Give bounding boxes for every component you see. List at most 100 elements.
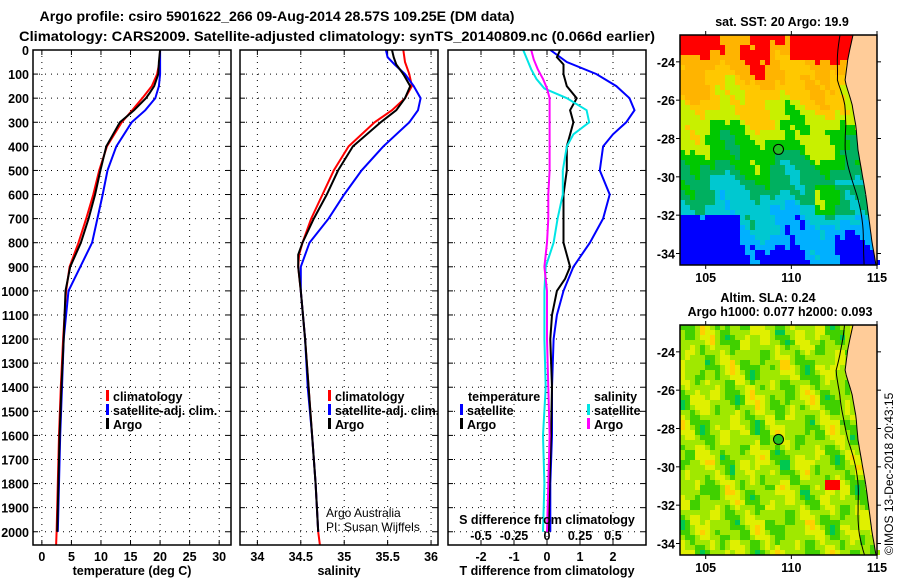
map-cell [765, 65, 770, 70]
map-cell [860, 500, 865, 505]
map-cell [690, 340, 695, 345]
map-cell [770, 115, 775, 120]
map-cell [775, 135, 780, 140]
map-cell [740, 200, 745, 205]
map-cell [750, 190, 755, 195]
plot-frame [32, 49, 232, 546]
map-cell [795, 255, 800, 260]
map-cell [765, 520, 770, 525]
map-cell [690, 445, 695, 450]
map-cell [815, 230, 820, 235]
map-cell [690, 235, 695, 240]
map-cell [680, 385, 685, 390]
map-cell [730, 470, 735, 475]
map-cell [815, 170, 820, 175]
map-cell [745, 95, 750, 100]
map-cell [710, 180, 715, 185]
map-cell [805, 530, 810, 535]
map-cell [770, 255, 775, 260]
map-cell [840, 150, 845, 155]
map-cell [760, 500, 765, 505]
map-cell [795, 130, 800, 135]
map-cell [800, 40, 805, 45]
map-cell [700, 325, 705, 330]
map-cell [810, 330, 815, 335]
map-cell [785, 180, 790, 185]
map-cell [815, 220, 820, 225]
map-cell [720, 500, 725, 505]
map-cell [820, 185, 825, 190]
map-cell [825, 330, 830, 335]
map-cell [805, 380, 810, 385]
map-cell [735, 525, 740, 530]
map-cell [835, 440, 840, 445]
map-cell [835, 520, 840, 525]
map-cell [720, 465, 725, 470]
map-cell [705, 340, 710, 345]
map-cell [760, 335, 765, 340]
map-cell [845, 180, 850, 185]
map-cell [740, 115, 745, 120]
map-cell [845, 190, 850, 195]
map-cell [815, 145, 820, 150]
map-cell [685, 330, 690, 335]
map-cell [825, 160, 830, 165]
map-cell [685, 240, 690, 245]
map-cell [770, 520, 775, 525]
map-cell [800, 465, 805, 470]
map-cell [725, 545, 730, 550]
map-cell [750, 395, 755, 400]
lat-tick-label: -32 [657, 499, 675, 513]
map-cell [715, 480, 720, 485]
x-tick-label: -2 [475, 550, 486, 564]
map-cell [780, 260, 785, 265]
map-cell [725, 60, 730, 65]
map-cell [835, 95, 840, 100]
map-cell [785, 150, 790, 155]
map-cell [725, 130, 730, 135]
map-cell [680, 325, 685, 330]
map-cell [690, 515, 695, 520]
map-cell [800, 460, 805, 465]
map-cell [750, 450, 755, 455]
map-cell [690, 245, 695, 250]
map-cell [795, 505, 800, 510]
map-cell [685, 110, 690, 115]
map-cell [710, 105, 715, 110]
map-cell [740, 60, 745, 65]
map-cell [820, 170, 825, 175]
map-cell [785, 540, 790, 545]
map-cell [840, 135, 845, 140]
map-cell [700, 165, 705, 170]
map-cell [685, 475, 690, 480]
map-cell [695, 205, 700, 210]
map-cell [730, 85, 735, 90]
map-cell [790, 75, 795, 80]
map-cell [855, 205, 860, 210]
map-cell [785, 165, 790, 170]
map-cell [810, 120, 815, 125]
map-cell [855, 150, 860, 155]
map-cell [805, 80, 810, 85]
map-cell [790, 85, 795, 90]
map-cell [810, 485, 815, 490]
map-cell [700, 355, 705, 360]
map-cell [710, 410, 715, 415]
map-cell [735, 60, 740, 65]
map-cell [835, 155, 840, 160]
map-cell [740, 530, 745, 535]
map-cell [820, 540, 825, 545]
map-cell [725, 120, 730, 125]
map-cell [850, 255, 855, 260]
map-cell [690, 95, 695, 100]
map-cell [795, 490, 800, 495]
map-cell [825, 545, 830, 550]
map-cell [795, 185, 800, 190]
map-cell [755, 350, 760, 355]
map-cell [745, 485, 750, 490]
map-cell [840, 65, 845, 70]
map-cell [710, 35, 715, 40]
map-cell [855, 455, 860, 460]
map-cell [685, 145, 690, 150]
map-cell [730, 340, 735, 345]
